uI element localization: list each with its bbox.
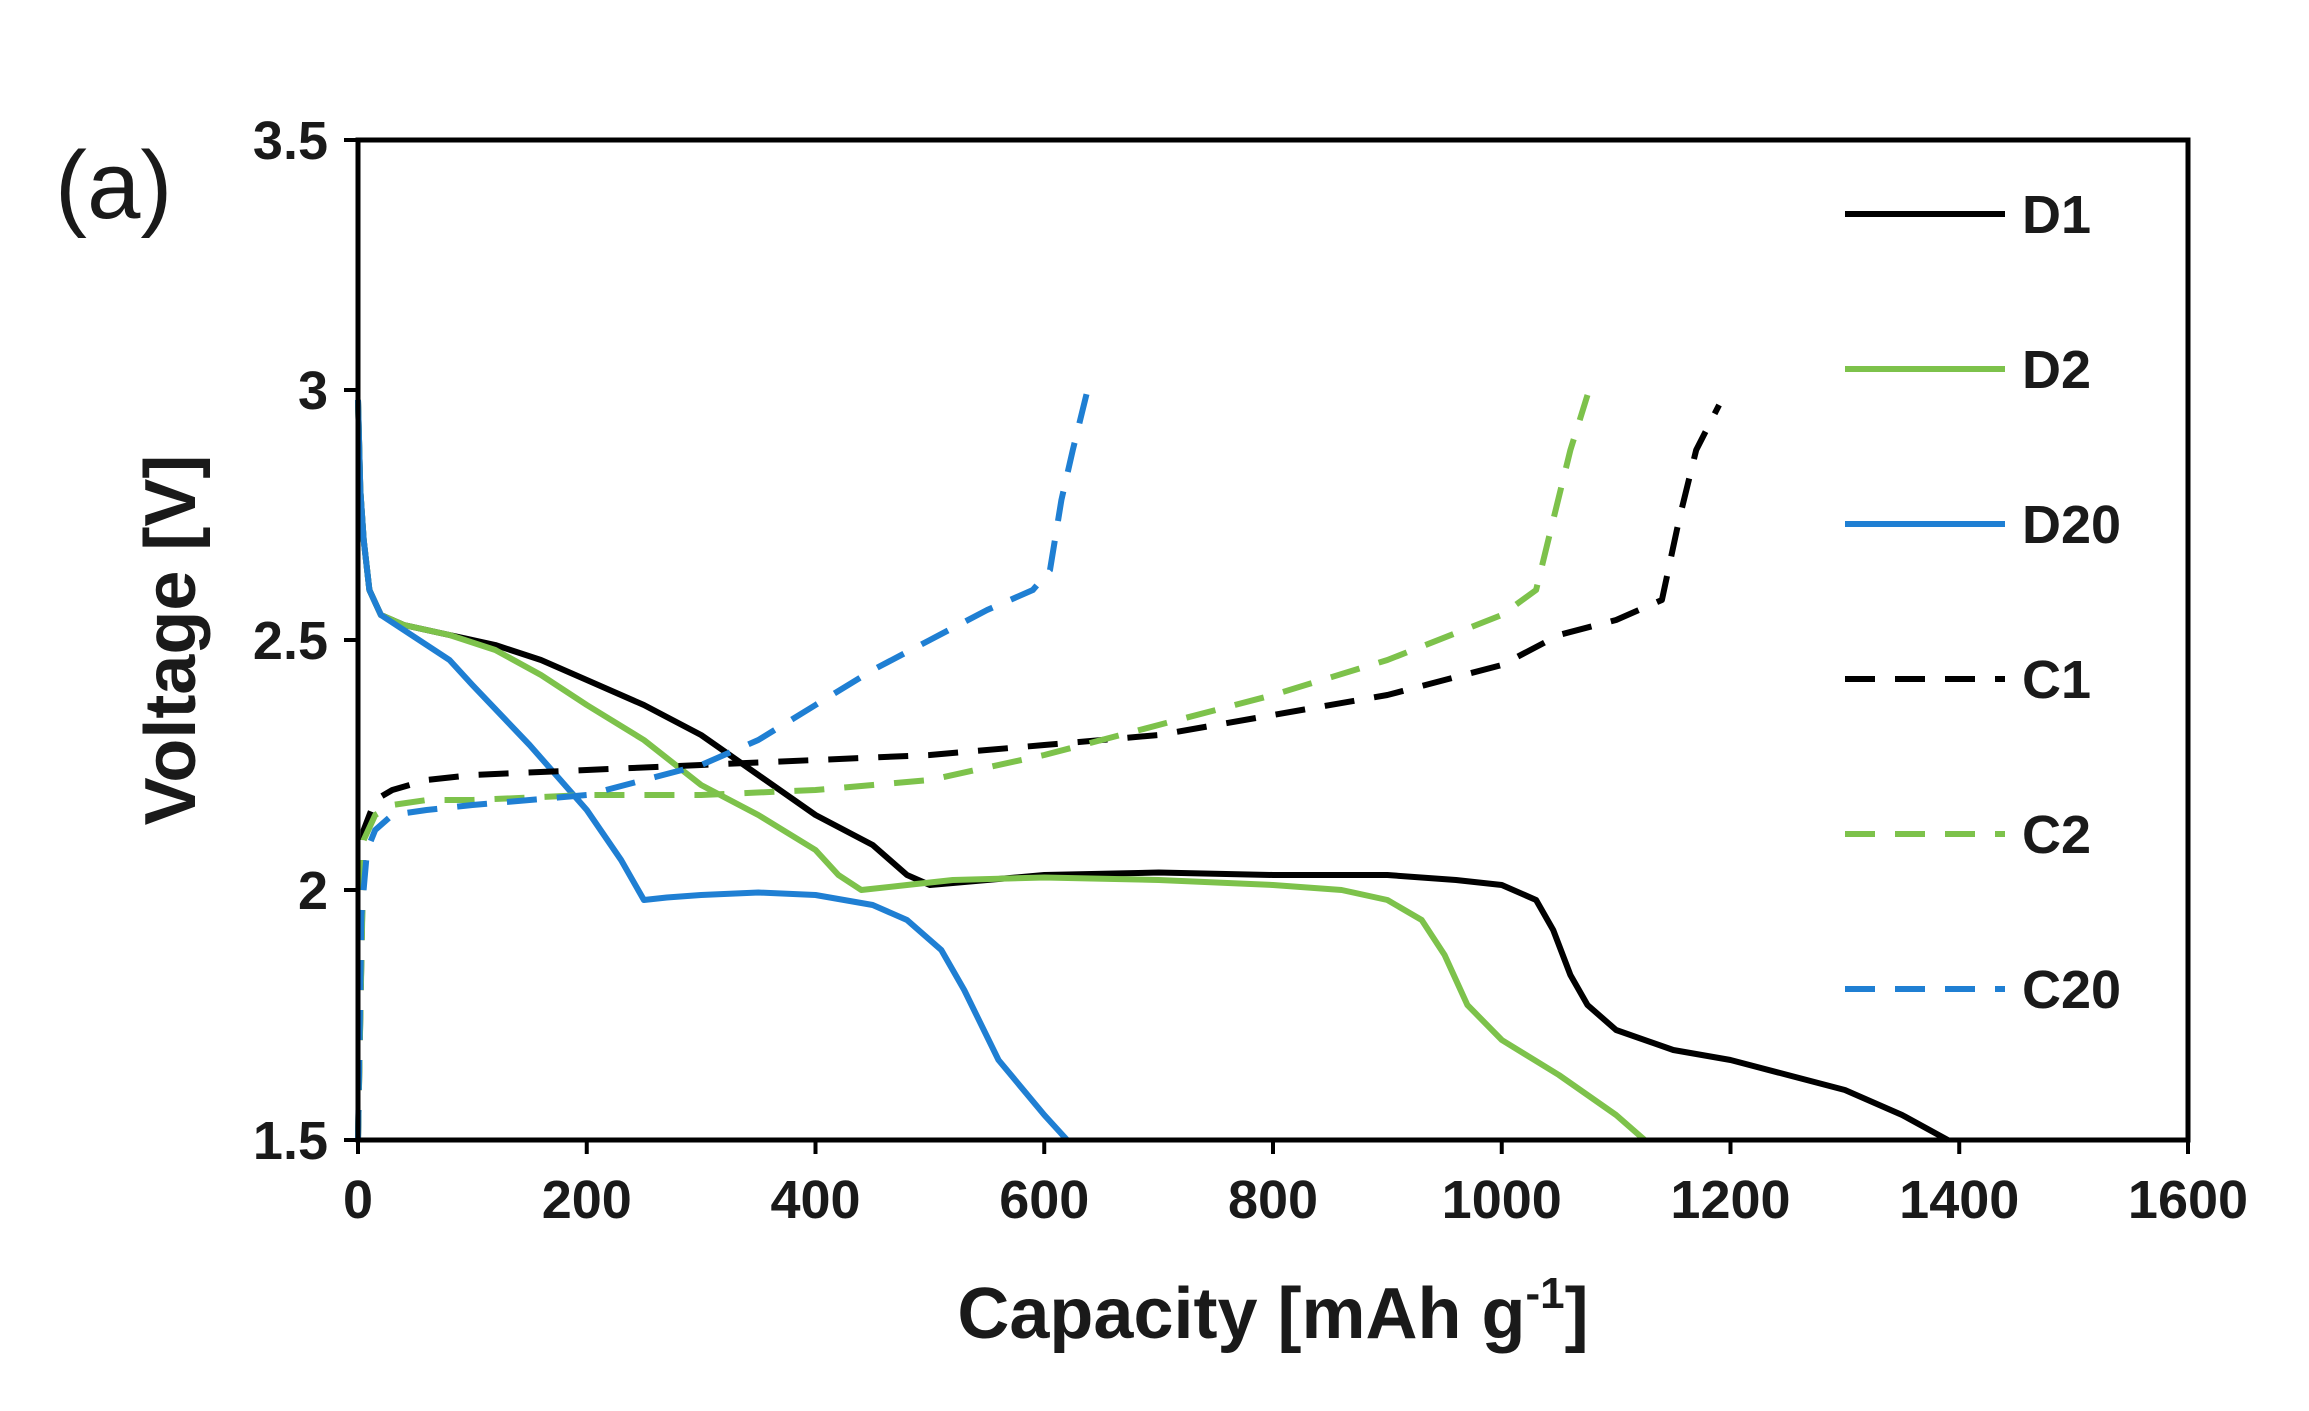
panel-label: (a) (55, 132, 172, 239)
x-axis-title-end: ] (1565, 1274, 1589, 1354)
series-line-c1 (355, 403, 1722, 1141)
x-tick-label: 0 (343, 1170, 373, 1230)
x-tick-label: 1400 (1899, 1170, 2019, 1230)
x-axis-ticks: 0 200 400 600 800 1000 1200 1400 1600 (343, 1140, 2248, 1230)
x-tick-label: 200 (542, 1170, 632, 1230)
series-line-d2 (355, 399, 1647, 1143)
y-tick-label: 1.5 (253, 1111, 328, 1171)
y-tick-label: 2 (298, 861, 328, 921)
x-tick-label: 600 (999, 1170, 1089, 1230)
x-tick-label: 1200 (1670, 1170, 1790, 1230)
legend-label-c20: C20 (2022, 960, 2121, 1020)
y-tick-label: 3 (298, 361, 328, 421)
x-tick-label: 1000 (1442, 1170, 1562, 1230)
legend-label-c1: C1 (2022, 650, 2091, 710)
series-line-c2 (355, 394, 1591, 1141)
x-tick-label: 400 (770, 1170, 860, 1230)
x-tick-label: 1600 (2128, 1170, 2248, 1230)
legend: D1 D2 D20 C1 C2 C20 (1845, 185, 2121, 1020)
x-axis-title-superscript: -1 (1525, 1269, 1564, 1318)
y-tick-label: 3.5 (253, 111, 328, 171)
y-axis-title: Voltage [V] (131, 455, 211, 826)
y-axis-ticks: 1.5 2 2.5 3 3.5 (253, 111, 358, 1171)
legend-label-c2: C2 (2022, 805, 2091, 865)
legend-label-d2: D2 (2022, 340, 2091, 400)
series-layer (355, 379, 1950, 1143)
x-tick-label: 800 (1228, 1170, 1318, 1230)
x-axis-title-main: Capacity [mAh g (957, 1274, 1525, 1354)
series-line-c20 (355, 379, 1093, 1141)
y-tick-label: 2.5 (253, 611, 328, 671)
legend-label-d20: D20 (2022, 495, 2121, 555)
series-line-d20 (355, 399, 1070, 1143)
legend-label-d1: D1 (2022, 185, 2091, 245)
x-axis-title: Capacity [mAh g-1] (957, 1269, 1588, 1354)
